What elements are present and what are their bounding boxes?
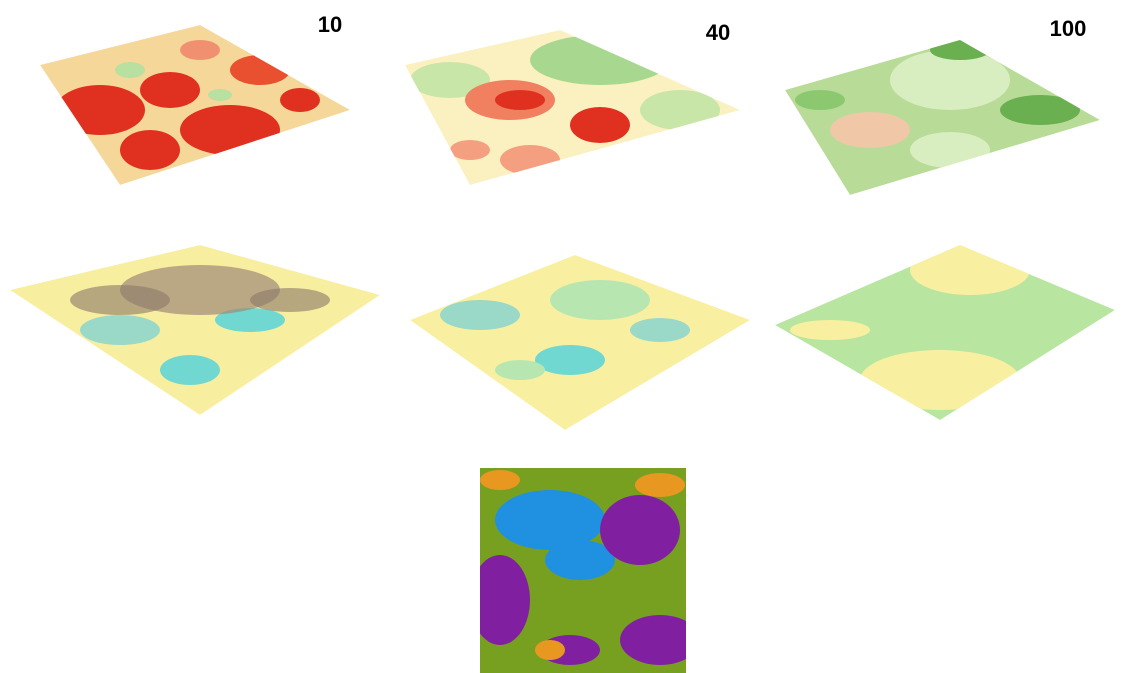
surface-peaks-10 bbox=[10, 245, 380, 415]
surface-flat-100 bbox=[775, 245, 1115, 420]
classification-map bbox=[480, 468, 686, 673]
surface-flat-40 bbox=[410, 255, 750, 430]
panel-label: 10 bbox=[318, 12, 342, 37]
panel-label: 40 bbox=[706, 20, 730, 45]
surface-100 bbox=[785, 40, 1100, 195]
surface-10 bbox=[40, 25, 350, 185]
panel-label: 100 bbox=[1050, 16, 1087, 41]
surface-40 bbox=[405, 30, 740, 185]
